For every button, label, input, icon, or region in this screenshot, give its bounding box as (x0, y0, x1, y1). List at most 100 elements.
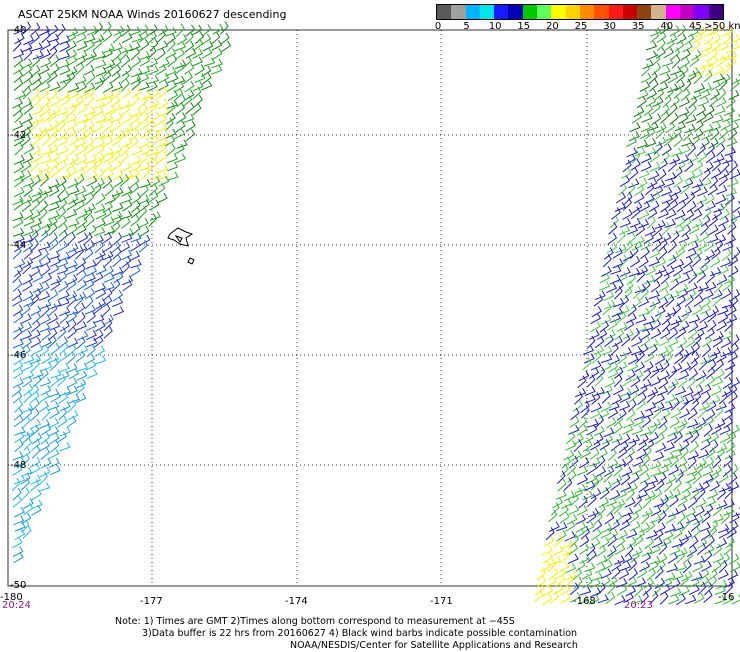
wind-barb (649, 544, 661, 555)
wind-barb (613, 297, 625, 308)
wind-barb (192, 81, 204, 92)
wind-barb (655, 257, 667, 268)
wind-barb (700, 296, 711, 309)
wind-barb (669, 417, 680, 429)
wind-barb (631, 150, 641, 164)
wind-barb (166, 102, 176, 116)
wind-barb (31, 152, 42, 163)
wind-barb (696, 194, 708, 205)
wind-barb (185, 128, 196, 142)
wind-barb (673, 351, 684, 365)
wind-barb (212, 48, 223, 60)
wind-barb (103, 254, 113, 268)
wind-barb (111, 87, 121, 100)
wind-barb (77, 269, 87, 283)
wind-barb (721, 386, 732, 398)
wind-barb (12, 38, 22, 52)
wind-barb (599, 438, 610, 451)
wind-barb (660, 200, 671, 213)
wind-barb (568, 424, 580, 435)
wind-barb (112, 30, 122, 44)
wind-barb (21, 415, 31, 429)
wind-barb (593, 473, 604, 486)
wind-barb (560, 592, 572, 604)
wind-barb (111, 102, 122, 115)
wind-barb (21, 160, 32, 173)
wind-barb (48, 417, 60, 429)
wind-barb (93, 335, 104, 348)
wind-barb (600, 361, 612, 372)
wind-barb (93, 314, 105, 324)
wind-barb (569, 415, 580, 428)
wind-barb (57, 106, 69, 116)
wind-barb (624, 319, 635, 331)
wind-barb (130, 93, 140, 107)
wind-barb (578, 457, 590, 469)
wind-barb (31, 488, 42, 501)
wind-barb (102, 201, 113, 213)
wind-barb (616, 230, 626, 244)
wind-barb (41, 111, 52, 124)
wind-barb (639, 473, 651, 485)
wind-barb (85, 320, 97, 332)
wind-barb (39, 377, 52, 387)
wind-barb (658, 296, 669, 309)
wind-barb (651, 53, 661, 67)
wind-barb (77, 344, 89, 355)
wind-barb (728, 391, 738, 404)
wind-barb (684, 33, 695, 46)
wind-barb (121, 86, 132, 100)
wind-barb (50, 279, 61, 291)
wind-barb (76, 370, 88, 381)
wind-barb (166, 153, 178, 164)
wind-barb (645, 401, 657, 412)
wind-barb (164, 135, 176, 147)
wind-barb (694, 285, 704, 300)
wind-barb (634, 361, 646, 373)
wind-barb (622, 329, 634, 340)
wind-barb (211, 39, 223, 51)
wind-barb (76, 224, 87, 236)
legend-swatch (565, 5, 580, 19)
wind-barb (710, 40, 721, 53)
wind-barb (616, 361, 628, 371)
wind-barb (693, 71, 703, 85)
wind-barb (14, 506, 25, 518)
legend-label: 30 (603, 21, 616, 32)
wind-barb (651, 238, 662, 252)
wind-barb (625, 153, 636, 166)
wind-barb (665, 294, 675, 308)
wind-barb (95, 298, 106, 310)
wind-barb (148, 101, 158, 115)
wind-barb (130, 155, 142, 166)
wind-barb (690, 89, 702, 100)
wind-barb (652, 310, 662, 325)
wind-barb (652, 232, 664, 244)
wind-barb (131, 145, 143, 156)
wind-barb (606, 503, 616, 517)
wind-barb (94, 253, 104, 267)
wind-barb (603, 427, 615, 438)
wind-barb (57, 415, 68, 428)
wind-barb (542, 585, 554, 597)
wind-barb (94, 168, 104, 182)
wind-barb (29, 209, 41, 220)
wind-barb (66, 264, 78, 276)
wind-barb (31, 133, 41, 147)
wind-barb (688, 67, 700, 77)
wind-barb (644, 351, 655, 363)
wind-barb (640, 511, 650, 525)
wind-barb (84, 106, 96, 117)
wind-barb (157, 40, 169, 51)
wind-barb (635, 224, 646, 237)
wind-barb (646, 475, 659, 485)
wind-barb (20, 477, 31, 491)
wind-barb (627, 353, 639, 365)
wind-barb (653, 451, 665, 462)
wind-barb (120, 54, 131, 68)
wind-barb (596, 328, 608, 340)
wind-barb (67, 223, 78, 236)
wind-barb (47, 388, 60, 398)
wind-barb (30, 118, 40, 131)
wind-barb (39, 290, 51, 301)
